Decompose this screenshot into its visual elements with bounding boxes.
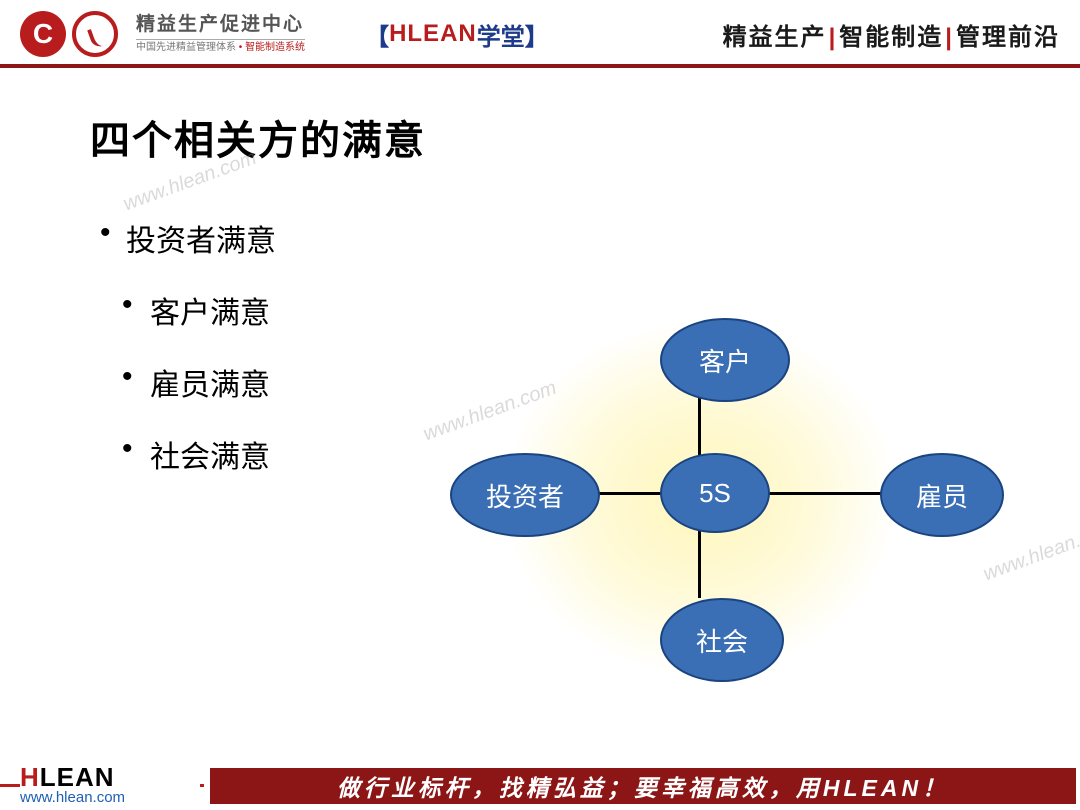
footer-slogan: 做行业标杆，找精弘益；要幸福高效，用HLEAN！ <box>210 768 1076 804</box>
logo-subtitle-part1: 中国先进精益管理体系 <box>136 42 236 53</box>
diagram-node: 雇员 <box>880 453 1004 537</box>
logo-lean: LEAN <box>40 762 115 792</box>
hlean-logo: HLEAN <box>20 764 200 790</box>
content-area: 四个相关方的满意 投资者满意 客户满意 雇员满意 社会满意 5S客户投资者雇员社… <box>0 68 1080 738</box>
logo-title: 精益生产促进中心 <box>136 14 305 37</box>
footer: HLEAN www.hlean.com 做行业标杆，找精弘益；要幸福高效，用HL… <box>0 758 1080 810</box>
logo-h: H <box>20 762 40 792</box>
diagram-node: 投资者 <box>450 453 600 537</box>
nav-item-1: 精益生产 <box>723 24 827 51</box>
logo-text: 精益生产促进中心 中国先进精益管理体系 • 智能制造系统 <box>136 14 305 54</box>
diagram-node: 客户 <box>660 318 790 402</box>
logo-subtitle: 中国先进精益管理体系 • 智能制造系统 <box>136 39 305 54</box>
diagram-node: 社会 <box>660 598 784 682</box>
xuetang-text: 学堂 <box>477 17 525 52</box>
hlean-text: HLEAN <box>389 20 477 48</box>
header-center: 【HLEAN学堂】 <box>365 17 549 52</box>
logo-ring-icon <box>72 11 118 57</box>
bullet-item: 投资者满意 <box>90 216 990 260</box>
page-title: 四个相关方的满意 <box>90 108 990 166</box>
nav-item-3: 管理前沿 <box>956 24 1060 51</box>
stakeholder-diagram: 5S 客户投资者 雇员社会 <box>380 278 1020 718</box>
logo-group: 精益生产促进中心 中国先进精益管理体系 • 智能制造系统 <box>20 11 305 57</box>
logo-c-icon <box>20 11 66 57</box>
header-right-nav: 精益生产|智能制造|管理前沿 <box>723 17 1060 52</box>
footer-url: www.hlean.com <box>20 789 200 806</box>
diagram-center-node: 5S <box>660 453 770 533</box>
footer-logo-area: HLEAN www.hlean.com <box>0 758 200 810</box>
logo-subtitle-part2: 智能制造系统 <box>245 42 305 53</box>
header: 精益生产促进中心 中国先进精益管理体系 • 智能制造系统 【HLEAN学堂】 精… <box>0 0 1080 66</box>
nav-item-2: 智能制造 <box>839 24 943 51</box>
